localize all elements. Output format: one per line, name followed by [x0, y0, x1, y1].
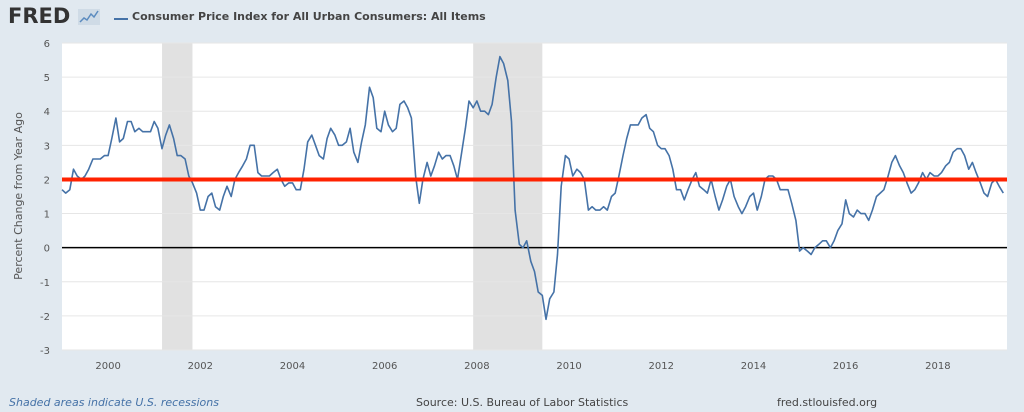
fred-logo[interactable]: FRED — [8, 4, 71, 28]
source-credit: Source: U.S. Bureau of Labor Statistics — [416, 396, 629, 409]
recession-note: Shaded areas indicate U.S. recessions — [9, 396, 219, 409]
x-tick-label: 2016 — [833, 361, 858, 372]
y-axis-label: Percent Change from Year Ago — [12, 112, 25, 280]
recession-band — [162, 43, 193, 350]
y-tick-label: 2 — [44, 175, 50, 186]
x-tick-label: 2004 — [280, 361, 305, 372]
y-tick-label: -3 — [40, 346, 50, 357]
y-tick-label: 5 — [44, 73, 50, 84]
y-tick-label: -2 — [40, 312, 50, 323]
x-tick-label: 2010 — [556, 361, 581, 372]
chart-line-icon — [78, 9, 100, 25]
x-tick-label: 2018 — [925, 361, 950, 372]
recession-band — [473, 43, 543, 350]
y-tick-label: 4 — [44, 107, 50, 118]
x-tick-label: 2008 — [464, 361, 489, 372]
y-tick-label: 0 — [44, 244, 50, 255]
x-tick-label: 2002 — [188, 361, 213, 372]
y-tick-label: 1 — [44, 210, 50, 221]
site-link[interactable]: fred.stlouisfed.org — [777, 396, 878, 409]
x-tick-label: 2006 — [372, 361, 397, 372]
y-tick-label: 6 — [44, 39, 50, 50]
series-line — [61, 55, 1004, 321]
y-tick-label: 3 — [44, 141, 50, 152]
legend-swatch — [114, 18, 128, 20]
x-tick-label: 2014 — [741, 361, 766, 372]
x-tick-label: 2000 — [95, 361, 120, 372]
legend-label: Consumer Price Index for All Urban Consu… — [132, 10, 486, 23]
x-tick-label: 2012 — [649, 361, 674, 372]
y-tick-label: -1 — [40, 278, 50, 289]
